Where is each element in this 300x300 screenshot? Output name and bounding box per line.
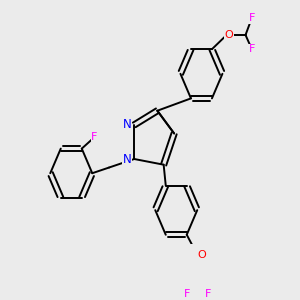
Text: F: F — [91, 132, 98, 142]
Text: F: F — [205, 290, 211, 299]
Text: F: F — [184, 290, 190, 299]
Text: O: O — [198, 250, 206, 260]
Text: O: O — [225, 30, 233, 40]
Text: F: F — [249, 44, 255, 54]
Text: N: N — [123, 152, 131, 166]
Text: F: F — [249, 13, 255, 23]
Text: N: N — [123, 118, 131, 131]
